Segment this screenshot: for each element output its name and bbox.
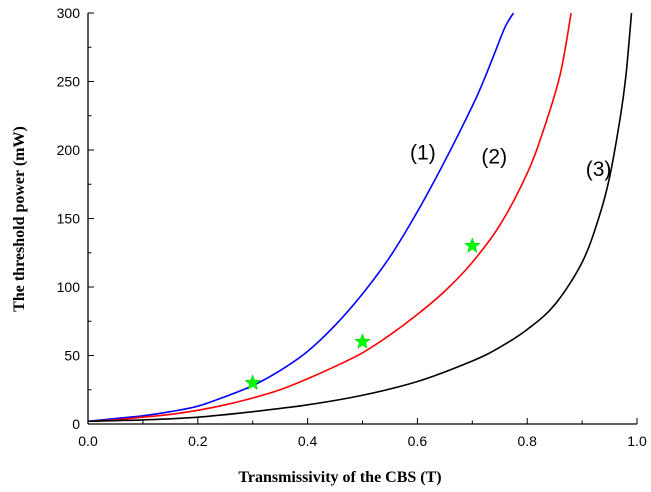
x-tick-label: 0.4	[298, 433, 318, 449]
y-tick-label: 200	[57, 142, 81, 158]
curve-label: (2)	[481, 146, 507, 169]
x-tick-label: 1.0	[627, 433, 647, 449]
axes: 0.0 0.2 0.4 0.6 0.8 1.0 0 50 100 150 200 250 300	[57, 5, 647, 449]
y-axis-title: The threshold power (mW)	[11, 126, 28, 312]
y-tick-label: 150	[57, 211, 81, 227]
y-tick-label: 300	[57, 5, 81, 21]
series-line-3	[87, 12, 633, 423]
x-tick-label: 0.6	[408, 433, 428, 449]
curve-label: (3)	[586, 158, 612, 181]
y-tick-label: 100	[57, 279, 81, 295]
y-tick-label: 250	[57, 74, 81, 90]
y-tick-label: 0	[72, 416, 80, 432]
x-tick-label: 0.8	[517, 433, 537, 449]
star-marker	[464, 237, 481, 253]
marker-layer	[244, 237, 481, 390]
star-marker	[244, 374, 261, 390]
series-line-2	[87, 12, 572, 423]
series-line-1	[87, 12, 515, 423]
star-marker	[354, 333, 371, 349]
annotation-layer: (1) (2) (3)	[410, 142, 611, 181]
y-tick-label: 50	[64, 348, 80, 364]
x-axis-title: Transmissivity of the CBS (T)	[238, 469, 441, 486]
x-tick-label: 0.0	[78, 433, 98, 449]
curve-label: (1)	[410, 142, 436, 165]
series-layer	[87, 12, 633, 423]
x-tick-label: 0.2	[188, 433, 208, 449]
